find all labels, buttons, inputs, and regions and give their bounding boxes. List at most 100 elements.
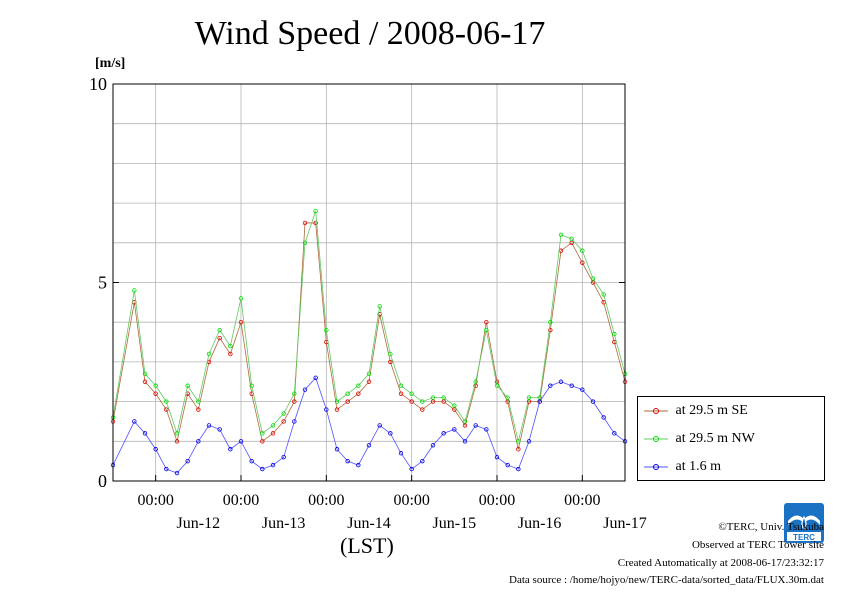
credit-copyright: ©TERC, Univ. Tsukuba [718,521,824,533]
data-point [313,220,318,226]
data-point [366,379,372,384]
x-tick-day-label: Jun-12 [177,515,221,532]
data-point [516,466,521,472]
data-point [526,395,532,400]
data-point [228,351,233,357]
logo-text: TERC [793,533,815,542]
data-point [313,375,318,380]
data-point [164,399,169,404]
x-tick-time-label: 00:00 [479,492,515,509]
data-point [196,407,201,412]
data-point [494,454,500,460]
data-point [516,439,521,444]
x-tick-time-label: 00:00 [393,492,429,509]
data-point [462,419,468,424]
data-point [473,379,478,384]
data-point [548,383,553,388]
data-point [260,439,265,444]
data-point [142,371,148,377]
data-point [313,208,318,214]
data-point [462,439,468,444]
x-tick-day-label: Jun-15 [433,515,477,532]
data-point [334,447,340,452]
data-point [217,335,222,341]
data-point [228,447,233,452]
data-point [356,391,361,396]
data-point [409,391,414,396]
data-point [377,423,382,428]
data-point [558,232,564,238]
y-axis-unit: [m/s] [95,56,126,71]
y-tick-label: 5 [98,273,107,293]
series-line-2 [112,377,626,474]
data-point [548,327,553,333]
data-point [334,407,340,412]
data-point [590,276,596,281]
legend-label-nw: at 29.5 m NW [675,431,755,446]
x-tick-day-label: Jun-16 [518,515,562,532]
terc-logo: TERC [784,503,824,548]
data-point [580,260,585,265]
data-point [270,423,276,428]
data-point [473,423,478,428]
credit-site: Observed at TERC Tower site [691,539,824,551]
data-point [537,399,542,404]
x-tick-day-label: Jun-13 [262,515,306,532]
data-point [377,304,382,309]
data-point [420,407,425,412]
data-point [569,236,574,242]
legend: at 29.5 m SE at 29.5 m NW at 1.6 m [637,396,825,481]
data-point [185,458,190,464]
data-point [484,320,489,325]
data-point [270,462,276,468]
data-point [601,415,606,420]
data-point [484,427,489,432]
data-point [569,383,574,388]
data-point [345,391,350,396]
data-point [366,371,372,377]
x-tick-time-label: 00:00 [308,492,344,509]
data-point [601,292,606,297]
x-tick-day-label: Jun-17 [603,515,647,532]
data-point [388,359,393,365]
data-point [174,470,180,476]
data-point [420,458,425,464]
grid-lines [113,84,625,481]
data-point [302,240,308,245]
data-point [494,383,500,388]
data-point [260,431,265,436]
data-point [185,383,190,388]
data-point [484,327,489,333]
data-point [292,399,297,404]
data-point [612,431,617,436]
data-point [398,383,404,388]
legend-label-se: at 29.5 m SE [675,403,748,418]
data-point [164,407,169,412]
data-point [409,399,414,404]
data-point [388,351,393,357]
data-point [164,466,169,472]
legend-marker-se [644,407,668,414]
data-point [270,431,276,436]
data-point [590,399,596,404]
data-point [516,447,521,452]
data-point [441,395,446,400]
series-line-0 [112,222,626,450]
series-line-1 [112,210,626,442]
data-point [238,296,244,301]
data-point [238,439,244,444]
data-point [356,383,361,388]
data-point [558,379,564,384]
data-point [398,451,404,456]
data-point [238,320,244,325]
legend-item-nw: at 29.5 m NW [644,426,755,452]
data-point [228,343,233,349]
data-point [612,331,617,337]
x-tick-time-label: 00:00 [223,492,259,509]
data-point [430,443,436,448]
data-point [217,327,222,333]
data-point [249,383,254,388]
data-point [580,387,585,392]
data-point [132,288,137,293]
credit-created: Created Automatically at 2008-06-17/23:3… [617,557,824,569]
